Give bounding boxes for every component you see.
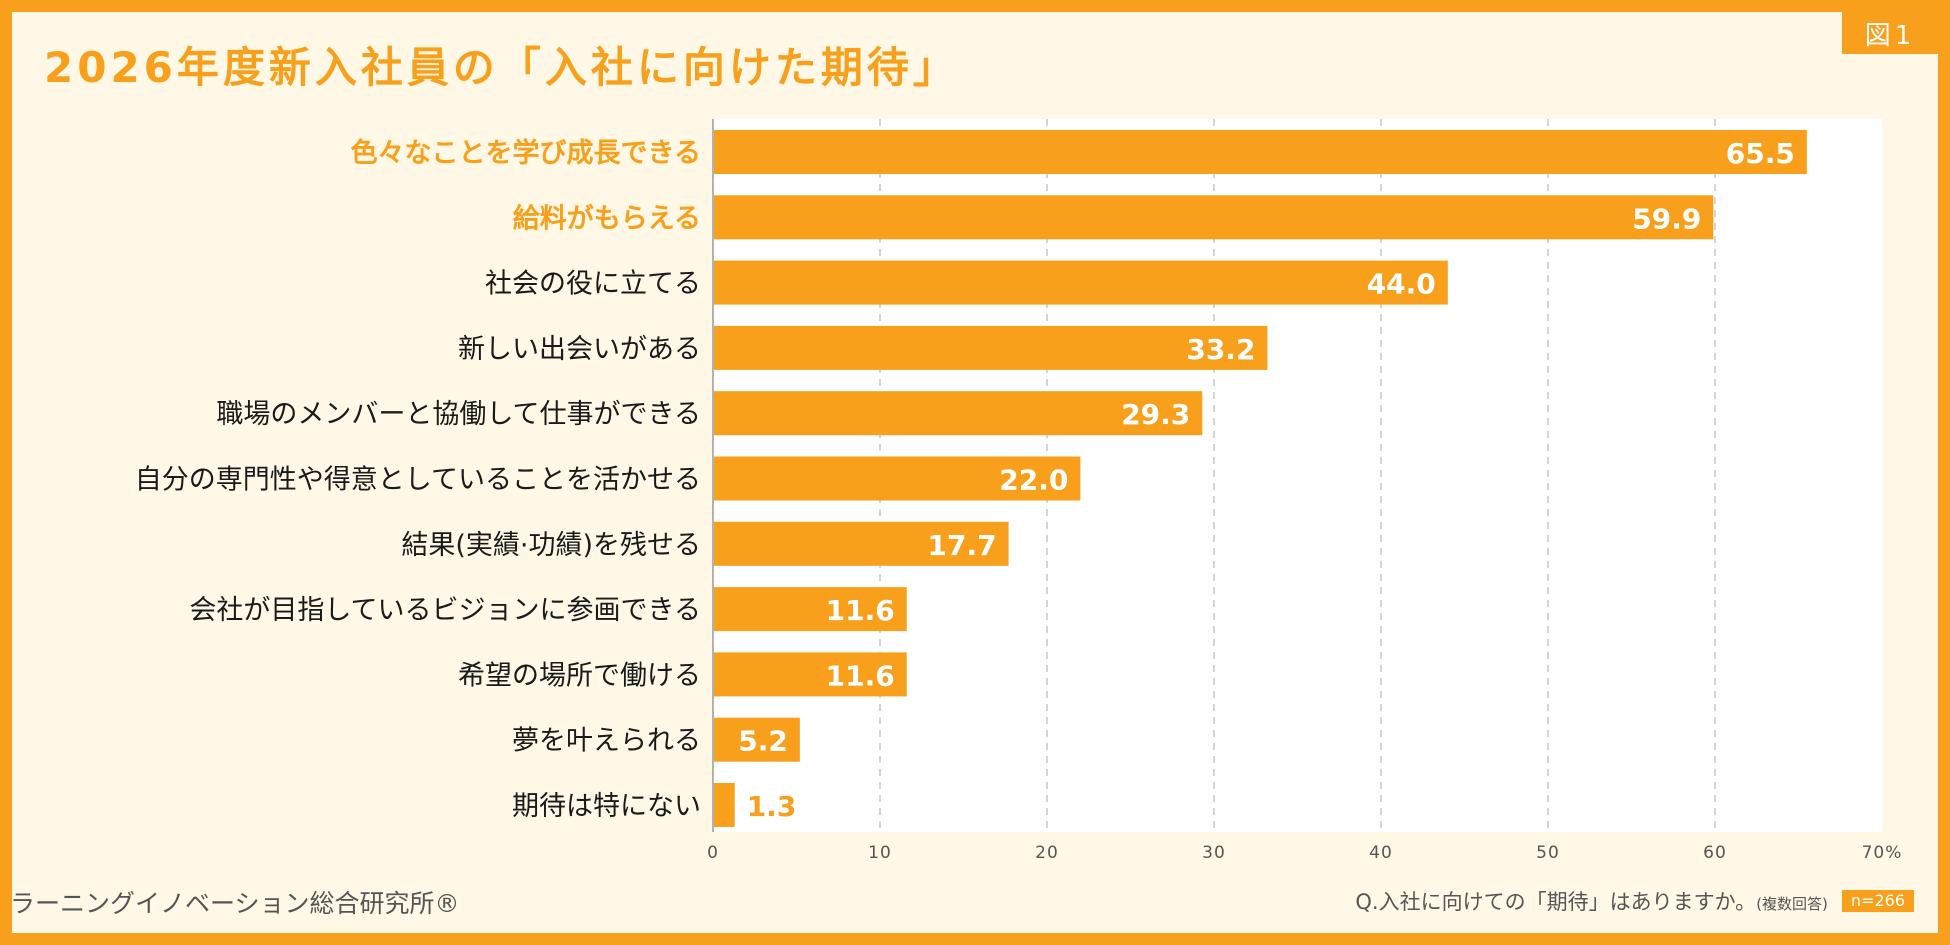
sample-size-badge: n=266 bbox=[1841, 890, 1914, 912]
category-label: 期待は特にない bbox=[512, 791, 701, 822]
bar bbox=[714, 587, 907, 632]
survey-question: Q.入社に向けての「期待」はありますか。(複数回答) bbox=[1355, 886, 1828, 916]
category-label: 給料がもらえる bbox=[513, 202, 701, 234]
value-label: 65.5 bbox=[1726, 137, 1795, 170]
x-tick-label: 70% bbox=[1862, 843, 1903, 863]
bar bbox=[714, 652, 907, 697]
x-tick-label: 20 bbox=[1035, 843, 1059, 863]
bar bbox=[714, 130, 1807, 174]
bar bbox=[714, 391, 1203, 436]
value-label: 11.6 bbox=[826, 594, 895, 627]
category-label: 新しい出会いがある bbox=[458, 334, 701, 365]
category-label: 結果(実績·功績)を残せる bbox=[401, 530, 701, 561]
category-label: 社会の役に立てる bbox=[485, 269, 701, 300]
chart-title: 2026年度新入社員の「入社に向けた期待」 bbox=[44, 43, 959, 92]
category-label: 夢を叶えられる bbox=[512, 726, 701, 757]
bar bbox=[714, 521, 1009, 566]
x-tick-label: 50 bbox=[1536, 843, 1560, 863]
x-tick-label: 40 bbox=[1369, 843, 1393, 863]
figure-number-badge: 図1 bbox=[1842, 12, 1938, 54]
value-label: 22.0 bbox=[999, 464, 1068, 497]
value-label: 44.0 bbox=[1367, 268, 1436, 301]
x-tick-label: 60 bbox=[1703, 843, 1727, 863]
bar bbox=[714, 783, 735, 827]
category-label: 自分の専門性や得意としていることを活かせる bbox=[135, 465, 701, 496]
category-label: 希望の場所で働ける bbox=[458, 660, 701, 691]
survey-question-note: (複数回答) bbox=[1756, 895, 1828, 913]
bar bbox=[714, 195, 1714, 240]
x-tick-label: 0 bbox=[707, 843, 719, 863]
bar bbox=[714, 260, 1448, 305]
bar bbox=[714, 456, 1081, 501]
value-label: 33.2 bbox=[1186, 333, 1255, 366]
value-label: 1.3 bbox=[747, 790, 797, 823]
bar bbox=[714, 717, 800, 762]
survey-question-area: Q.入社に向けての「期待」はありますか。(複数回答) n=266 bbox=[1355, 886, 1914, 916]
x-tick-label: 30 bbox=[1202, 843, 1226, 863]
x-tick-label: 10 bbox=[868, 843, 892, 863]
organization-credit: ラーニングイノベーション総合研究所® bbox=[10, 889, 460, 918]
value-label: 59.9 bbox=[1632, 202, 1701, 235]
category-label: 色々なことを学び成長できる bbox=[351, 137, 701, 169]
category-label: 会社が目指しているビジョンに参画できる bbox=[189, 595, 701, 626]
value-label: 5.2 bbox=[738, 725, 788, 758]
value-label: 17.7 bbox=[927, 529, 996, 562]
survey-question-text: Q.入社に向けての「期待」はありますか。 bbox=[1355, 890, 1757, 914]
bar bbox=[714, 325, 1268, 370]
value-label: 11.6 bbox=[826, 659, 895, 692]
value-label: 29.3 bbox=[1121, 398, 1190, 431]
category-label: 職場のメンバーと協働して仕事ができる bbox=[216, 399, 701, 430]
